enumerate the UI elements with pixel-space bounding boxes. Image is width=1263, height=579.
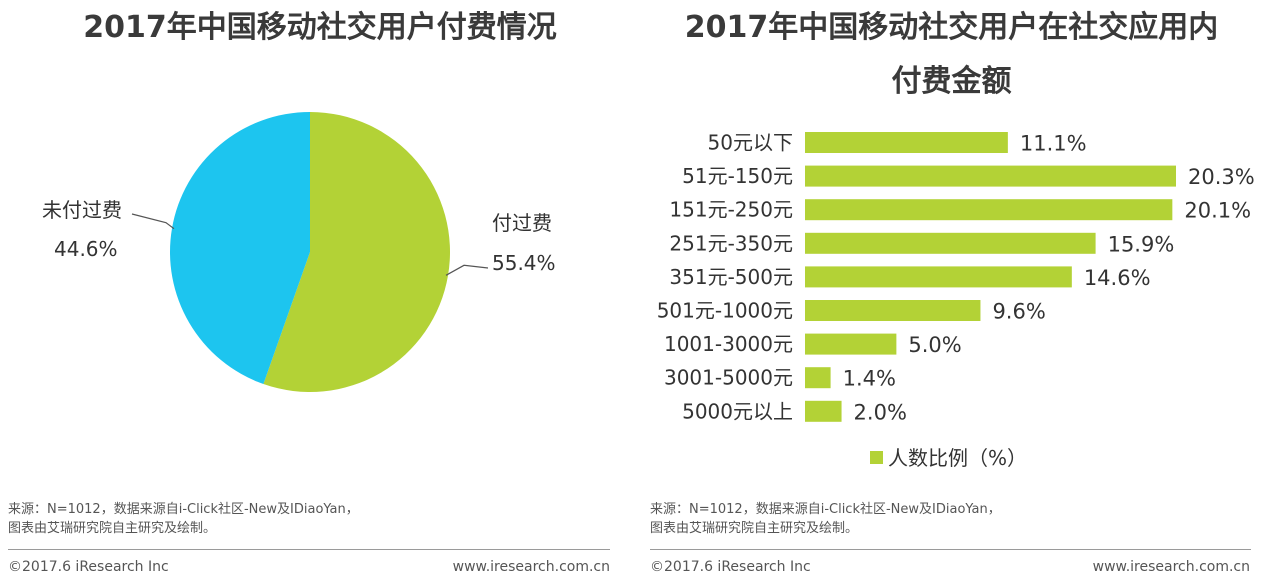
bar-value-label: 20.1% xyxy=(1184,199,1251,223)
source-note-right-line2: 图表由艾瑞研究院自主研究及绘制。 xyxy=(650,521,859,536)
pie-slice-value-label: 55.4% xyxy=(492,251,556,275)
bar xyxy=(805,266,1072,288)
bar-value-label: 11.1% xyxy=(1020,132,1087,156)
bar-category-label: 3001-5000元 xyxy=(664,366,793,390)
website-left: www.iresearch.com.cn xyxy=(452,559,610,575)
pie-slice-label: 付过费 xyxy=(492,211,552,235)
website-right: www.iresearch.com.cn xyxy=(1092,559,1250,575)
footer-divider-left xyxy=(8,549,610,550)
bar-category-label: 501元-1000元 xyxy=(657,299,793,323)
pie-chart: 付过费 55.4% 未付过费 44.6% xyxy=(42,112,556,392)
bar-chart-title-line2: 付费金额 xyxy=(891,64,1012,99)
pie-slice-value-label: 44.6% xyxy=(54,237,118,261)
bar xyxy=(805,165,1176,187)
bar-category-label: 251元-350元 xyxy=(669,231,793,255)
bar-category-label: 5000元以上 xyxy=(682,399,793,423)
bar-value-label: 1.4% xyxy=(843,367,896,391)
pie-leader-line xyxy=(131,213,175,230)
bar-chart: 50元以下 11.1% 51元-150元 20.3% 151元-250元 20.1% 251… xyxy=(657,131,1255,471)
bar xyxy=(805,199,1173,221)
bar-category-label: 1001-3000元 xyxy=(664,332,793,356)
pie-slice xyxy=(169,112,310,385)
source-note-left-line1: 来源：N=1012，数据来源自i-Click社区-New及IDiaoYan， xyxy=(8,502,359,517)
bar-category-label: 50元以下 xyxy=(708,131,793,155)
legend-label: 人数比例（%） xyxy=(888,446,1027,470)
pie-leader-line xyxy=(445,264,489,276)
pie-slice-label: 未付过费 xyxy=(42,198,122,222)
source-note-left-line2: 图表由艾瑞研究院自主研究及绘制。 xyxy=(8,521,217,536)
bar-category-label: 151元-250元 xyxy=(669,198,793,222)
bar xyxy=(805,300,981,321)
bar-value-label: 14.6% xyxy=(1084,266,1151,290)
bar xyxy=(805,232,1096,254)
bar xyxy=(805,333,897,355)
bar-value-label: 20.3% xyxy=(1188,165,1255,189)
bar-value-label: 2.0% xyxy=(854,400,907,424)
copyright-right: ©2017.6 iResearch Inc xyxy=(650,559,811,575)
footer-divider-right xyxy=(650,549,1251,550)
pie-slice xyxy=(263,112,450,392)
bar-category-label: 351元-500元 xyxy=(669,265,793,289)
bar-chart-title-line1: 2017年中国移动社交用户在社交应用内 xyxy=(684,10,1219,45)
bar-value-label: 15.9% xyxy=(1108,232,1175,256)
bar-category-label: 51元-150元 xyxy=(682,164,793,188)
pie-chart-title: 2017年中国移动社交用户付费情况 xyxy=(83,10,557,45)
bar-value-label: 9.6% xyxy=(992,300,1045,324)
bar-value-label: 5.0% xyxy=(908,333,961,357)
bar xyxy=(805,367,831,389)
source-note-right-line1: 来源：N=1012，数据来源自i-Click社区-New及IDiaoYan， xyxy=(650,502,1001,517)
legend-swatch xyxy=(870,451,883,464)
copyright-left: ©2017.6 iResearch Inc xyxy=(8,559,169,575)
bar xyxy=(805,132,1008,153)
bar xyxy=(805,400,842,422)
